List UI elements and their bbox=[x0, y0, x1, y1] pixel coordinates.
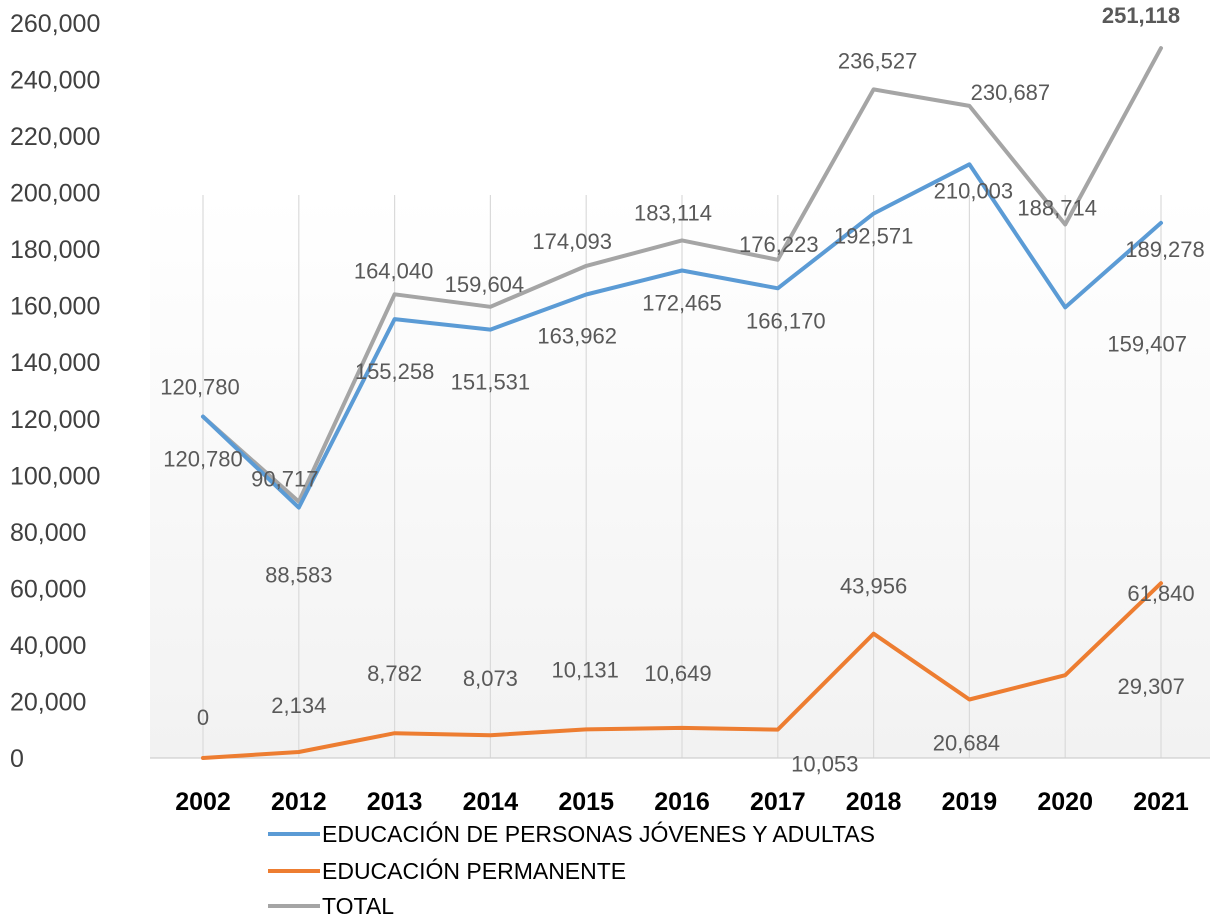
data-label: 20,684 bbox=[933, 731, 1000, 756]
y-tick-label: 260,000 bbox=[10, 10, 100, 38]
series-line-1 bbox=[201, 581, 1163, 760]
data-label: 230,687 bbox=[971, 80, 1051, 105]
data-label: 90,717 bbox=[251, 467, 318, 492]
data-label: 172,465 bbox=[642, 291, 722, 316]
data-label: 0 bbox=[197, 705, 209, 730]
data-label: 2,134 bbox=[271, 693, 326, 718]
data-label: 120,780 bbox=[160, 375, 240, 400]
data-label: 155,258 bbox=[355, 359, 435, 384]
x-axis: 2002 2012 2013 2014 2015 2016 2017 2018 2019 2020… bbox=[175, 788, 1189, 816]
data-label: 183,114 bbox=[634, 200, 712, 225]
data-label: 159,407 bbox=[1107, 331, 1187, 356]
x-tick-label: 2002 bbox=[175, 788, 231, 816]
data-label: 8,073 bbox=[463, 666, 518, 691]
data-label: 8,782 bbox=[367, 661, 422, 686]
data-label: 151,531 bbox=[451, 370, 531, 395]
data-label: 10,053 bbox=[791, 752, 858, 777]
legend-label: TOTAL bbox=[322, 893, 394, 915]
x-tick-label: 2016 bbox=[654, 788, 710, 816]
x-tick-label: 2017 bbox=[750, 788, 806, 816]
data-label: 61,840 bbox=[1127, 581, 1194, 606]
series-lines bbox=[201, 46, 1163, 760]
data-label: 189,278 bbox=[1125, 237, 1205, 262]
y-tick-label: 120,000 bbox=[10, 406, 100, 434]
y-tick-label: 60,000 bbox=[10, 575, 86, 603]
data-label: 188,714 bbox=[1017, 196, 1097, 221]
y-tick-label: 160,000 bbox=[10, 293, 100, 321]
y-tick-label: 40,000 bbox=[10, 632, 86, 660]
series-line-0 bbox=[201, 162, 1163, 510]
y-tick-label: 20,000 bbox=[10, 688, 86, 716]
x-tick-label: 2019 bbox=[942, 788, 998, 816]
data-label: 159,604 bbox=[445, 272, 525, 297]
data-label: 10,131 bbox=[552, 657, 619, 682]
y-tick-label: 180,000 bbox=[10, 236, 100, 264]
data-label: 43,956 bbox=[840, 574, 907, 599]
legend-label: EDUCACIÓN DE PERSONAS JÓVENES Y ADULTAS bbox=[322, 821, 875, 847]
data-label: 164,040 bbox=[354, 258, 434, 283]
y-tick-label: 220,000 bbox=[10, 123, 100, 151]
y-tick-label: 100,000 bbox=[10, 462, 100, 490]
gridlines bbox=[150, 195, 1210, 759]
legend-label: EDUCACIÓN PERMANENTE bbox=[322, 858, 626, 884]
x-tick-label: 2014 bbox=[463, 788, 519, 816]
y-tick-label: 0 bbox=[10, 745, 24, 773]
data-label: 120,780 bbox=[163, 447, 243, 472]
y-tick-label: 200,000 bbox=[10, 180, 100, 208]
y-tick-label: 80,000 bbox=[10, 519, 86, 547]
y-tick-label: 240,000 bbox=[10, 67, 100, 95]
y-axis: 0 20,000 40,000 60,000 80,000 100,000 120,000 1… bbox=[10, 10, 100, 773]
x-tick-label: 2013 bbox=[367, 788, 423, 816]
legend: EDUCACIÓN DE PERSONAS JÓVENES Y ADULTAS E… bbox=[268, 821, 875, 915]
x-tick-label: 2021 bbox=[1133, 788, 1189, 816]
data-label: 29,307 bbox=[1118, 674, 1185, 699]
data-label: 10,649 bbox=[644, 661, 711, 686]
y-tick-label: 140,000 bbox=[10, 349, 100, 377]
data-label: 166,170 bbox=[746, 308, 826, 333]
data-label: 251,118 bbox=[1102, 3, 1180, 28]
x-tick-label: 2015 bbox=[558, 788, 614, 816]
data-label: 176,223 bbox=[739, 232, 819, 257]
x-tick-label: 2018 bbox=[846, 788, 902, 816]
data-label: 88,583 bbox=[265, 563, 332, 588]
x-tick-label: 2020 bbox=[1037, 788, 1093, 816]
data-label: 163,962 bbox=[537, 324, 617, 349]
plot-background bbox=[150, 195, 1210, 758]
data-label: 192,571 bbox=[834, 224, 914, 249]
data-label: 210,003 bbox=[934, 178, 1014, 203]
x-tick-label: 2012 bbox=[271, 788, 327, 816]
data-label: 174,093 bbox=[532, 229, 612, 254]
series-line-2 bbox=[201, 46, 1163, 504]
data-label: 236,527 bbox=[838, 48, 918, 73]
